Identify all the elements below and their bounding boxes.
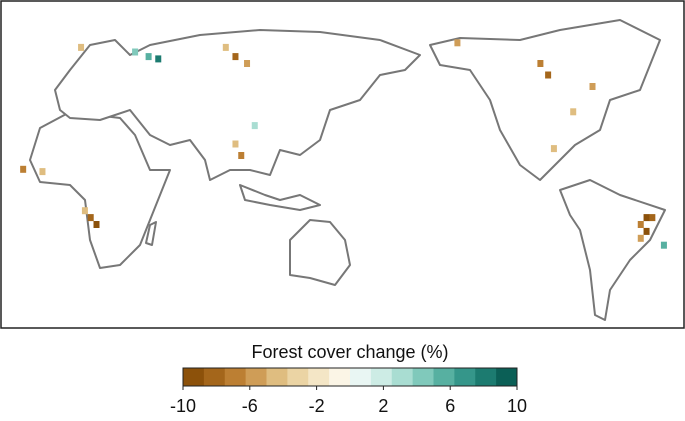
colorbar-bin (496, 368, 518, 386)
forest-cell (222, 43, 229, 51)
colorbar-tick-label: 6 (445, 396, 455, 416)
forest-cell (637, 221, 644, 228)
colorbar-tick-label: -6 (242, 396, 258, 416)
forest-cell (643, 214, 650, 222)
forest-cell (589, 83, 596, 90)
forest-cell (81, 207, 88, 215)
forest-cell (20, 165, 27, 173)
colorbar-tick-label: -2 (309, 396, 325, 416)
forest-cell (637, 234, 644, 242)
colorbar-bin (350, 368, 372, 386)
forest-cell (93, 221, 100, 228)
colorbar: -10 -6 -2 2 6 10 (170, 367, 527, 416)
colorbar-tick-label: 2 (378, 396, 388, 416)
land (29, 19, 666, 321)
colorbar-bin (287, 368, 309, 386)
south-america (559, 179, 666, 321)
forest-cell (454, 39, 461, 47)
colorbar-bin (245, 368, 267, 386)
forest-cell (87, 214, 94, 222)
colorbar-tick-label: -10 (170, 396, 196, 416)
madagascar (145, 221, 157, 246)
colorbar-frame (182, 367, 518, 387)
cells (20, 39, 667, 249)
colorbar-bin (454, 368, 476, 386)
colorbar-bin (391, 368, 414, 386)
forest-cell (238, 152, 245, 159)
colorbar-bin (183, 368, 205, 386)
forest-cell (570, 108, 577, 116)
colorbar-bin (412, 368, 434, 386)
forest-cell (251, 122, 258, 130)
forest-cell (232, 53, 239, 61)
forest-cell (78, 43, 85, 51)
colorbar-bin (203, 368, 226, 386)
colorbar-bin (224, 368, 247, 386)
colorbar-bin (329, 368, 351, 386)
north-america (429, 19, 661, 181)
forest-cell (39, 168, 46, 176)
forest-cell (537, 60, 544, 67)
forest-cell (550, 145, 557, 153)
forest-cell (132, 48, 139, 56)
forest-cell (145, 53, 152, 61)
colorbar-bin (475, 368, 497, 386)
forest-cell (545, 71, 552, 79)
australia (289, 219, 351, 286)
forest-cell (155, 55, 162, 63)
forest-cell (232, 140, 239, 148)
eurasia (54, 29, 421, 181)
colorbar-bin (266, 368, 288, 386)
africa (29, 111, 171, 269)
colorbar-bin (433, 368, 455, 386)
forest-cell (244, 60, 251, 67)
colorbar-tick-label: 10 (507, 396, 527, 416)
colorbar-bin (370, 368, 393, 386)
forest-cell (649, 214, 656, 222)
forest-cell (643, 227, 650, 235)
forest-cell (660, 241, 667, 249)
colorbar-bin (308, 368, 330, 386)
indonesia (239, 184, 321, 211)
colorbar-label: Forest cover change (%) (251, 342, 448, 362)
